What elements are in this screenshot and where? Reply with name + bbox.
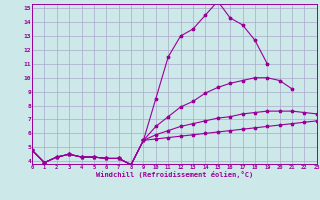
X-axis label: Windchill (Refroidissement éolien,°C): Windchill (Refroidissement éolien,°C) <box>96 171 253 178</box>
